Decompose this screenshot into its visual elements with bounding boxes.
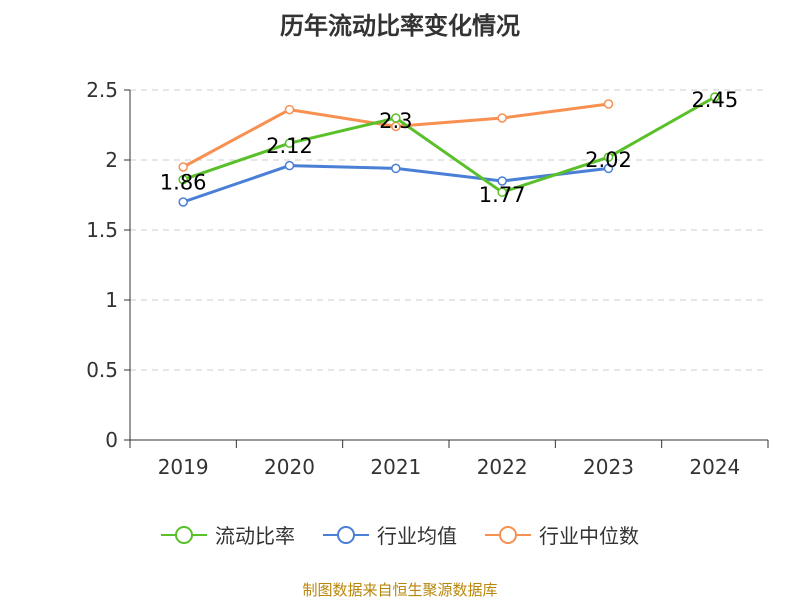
data-label: 2.02 <box>585 148 632 172</box>
data-point <box>497 113 507 123</box>
x-tick-label: 2024 <box>689 455 740 479</box>
data-point <box>603 152 614 162</box>
data-point <box>710 92 720 102</box>
data-point <box>284 138 295 148</box>
chart-title: 历年流动比率变化情况 <box>280 12 520 40</box>
x-tick-label: 2023 <box>583 455 634 479</box>
data-point <box>284 104 295 115</box>
data-point <box>603 99 614 109</box>
x-tick-label: 2022 <box>477 455 528 479</box>
data-label: 2.45 <box>691 88 738 112</box>
data-point <box>391 163 401 174</box>
y-tick-label: 2.5 <box>86 78 118 102</box>
y-tick-label: 0.5 <box>86 358 118 382</box>
data-point <box>391 113 401 123</box>
legend-label: 行业中位数 <box>539 524 639 548</box>
data-point <box>178 197 188 207</box>
y-tick-label: 2 <box>105 148 118 172</box>
data-label: 2.3 <box>379 109 412 133</box>
data-label: 2.12 <box>266 134 313 158</box>
legend-item-industry-mean[interactable]: 行业均值 <box>323 520 457 549</box>
legend-label: 行业均值 <box>377 524 457 548</box>
legend: 流动比率 行业均值 行业中位数 <box>0 520 800 549</box>
data-source-note: 制图数据来自恒生聚源数据库 <box>302 581 498 599</box>
x-tick-label: 2021 <box>370 455 421 479</box>
legend-marker-icon <box>161 525 207 545</box>
data-point <box>178 162 188 172</box>
data-label: 1.86 <box>160 171 207 195</box>
data-label: 1.77 <box>479 183 526 207</box>
data-point <box>603 163 614 174</box>
y-tick-label: 0 <box>105 428 118 452</box>
legend-item-current-ratio[interactable]: 流动比率 <box>161 520 295 549</box>
data-point <box>497 187 507 197</box>
data-point <box>497 176 507 186</box>
x-tick-label: 2019 <box>158 455 209 479</box>
legend-item-industry-median[interactable]: 行业中位数 <box>485 520 639 549</box>
legend-label: 流动比率 <box>215 524 295 548</box>
data-point <box>178 174 188 185</box>
x-tick-label: 2020 <box>264 455 315 479</box>
legend-marker-icon <box>485 525 531 545</box>
legend-marker-icon <box>323 525 369 545</box>
y-tick-label: 1.5 <box>86 218 118 242</box>
y-tick-label: 1 <box>105 288 118 312</box>
data-point <box>284 160 295 171</box>
series-line <box>182 95 716 194</box>
